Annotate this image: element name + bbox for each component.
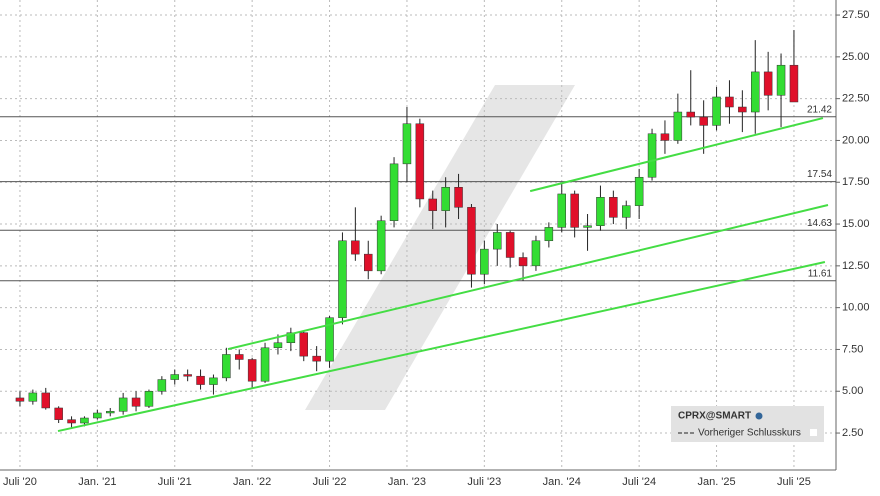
candle-body [763, 71, 773, 96]
candle-body [28, 392, 38, 402]
candle-body [428, 198, 437, 211]
trendline [529, 117, 824, 193]
candle-body [454, 187, 463, 208]
candle-body [196, 375, 205, 385]
candle-body [15, 397, 25, 402]
legend-symbol: CPRX@SMART [678, 411, 751, 422]
candle-body [712, 96, 721, 126]
x-tick-label: Jan. '22 [233, 476, 271, 488]
candle-body [260, 347, 270, 382]
x-tick-label: Juli '20 [3, 476, 37, 488]
legend-icon [755, 412, 763, 420]
candle-body [596, 197, 605, 226]
candle-body [480, 248, 489, 275]
candle-body [751, 71, 760, 113]
candle-body [699, 116, 708, 126]
candle-body [389, 163, 399, 221]
candle-body [402, 123, 412, 165]
candle-body [364, 253, 373, 272]
candle-body [131, 397, 141, 407]
y-tick-label: 17.50 [842, 176, 870, 188]
candle-body [505, 232, 515, 258]
candle-body [247, 359, 257, 382]
level-label: 17.54 [807, 169, 832, 180]
candle-body [570, 193, 579, 228]
x-tick-label: Juli '22 [313, 476, 347, 488]
candle-body [673, 111, 683, 141]
candle-body [725, 96, 734, 108]
x-tick-label: Jan. '25 [697, 476, 735, 488]
y-tick-label: 27.50 [842, 9, 870, 21]
candle-body [157, 379, 167, 392]
y-tick-label: 10.00 [842, 302, 870, 314]
candle-body [583, 225, 592, 228]
y-tick-label: 22.50 [842, 93, 870, 105]
candle-body [209, 377, 218, 385]
candle-body [144, 390, 154, 407]
level-label: 11.61 [808, 268, 833, 279]
candle-body [80, 417, 89, 424]
level-label: 14.63 [807, 218, 832, 229]
y-tick-label: 15.00 [842, 218, 870, 230]
x-tick-label: Juli '23 [467, 476, 501, 488]
candle-body [531, 240, 541, 267]
candle-body [67, 419, 76, 424]
candle-body [106, 411, 115, 414]
y-tick-label: 7.50 [842, 343, 863, 355]
candle-body [338, 240, 347, 318]
level-label: 21.42 [807, 104, 832, 115]
candle-body [622, 205, 631, 218]
candle-body [41, 392, 50, 409]
candle-body [183, 374, 192, 377]
x-tick-label: Juli '21 [158, 476, 192, 488]
candle-body [441, 187, 450, 211]
candle-body [312, 355, 321, 362]
candle-body [493, 232, 502, 250]
y-tick-label: 12.50 [842, 260, 870, 272]
candle-body [222, 354, 231, 379]
candle-body [235, 354, 244, 360]
candle-body [376, 220, 386, 272]
x-tick-label: Juli '24 [622, 476, 656, 488]
legend-marker [810, 429, 817, 436]
candle-body [789, 64, 799, 103]
candle-body [286, 332, 296, 344]
candle-body [351, 240, 360, 255]
x-tick-label: Jan. '23 [388, 476, 426, 488]
y-tick-label: 2.50 [842, 427, 863, 439]
y-tick-label: 20.00 [842, 134, 870, 146]
candle-body [609, 197, 618, 218]
candle-body [660, 133, 670, 141]
candle-body [738, 106, 747, 113]
legend-item: Vorheriger Schlusskurs [698, 428, 801, 439]
candle-body [415, 123, 425, 200]
x-tick-label: Jan. '24 [543, 476, 581, 488]
trendline [227, 204, 829, 351]
candle-body [170, 374, 179, 380]
x-tick-label: Jan. '21 [78, 476, 116, 488]
legend: CPRX@SMART Vorheriger Schlusskurs [671, 406, 824, 442]
watermark [305, 85, 575, 410]
candle-body [686, 111, 695, 118]
y-tick-label: 5.00 [842, 385, 863, 397]
candle-body [544, 227, 554, 242]
candle-body [273, 342, 283, 349]
trendline [57, 261, 826, 433]
candle-body [299, 332, 308, 357]
candle-body [118, 397, 128, 412]
candle-body [467, 207, 476, 275]
candle-body [557, 193, 566, 228]
candle-body [93, 412, 102, 419]
candle-body [634, 176, 644, 206]
candle-body [325, 317, 334, 362]
x-tick-label: Juli '25 [777, 476, 811, 488]
y-tick-label: 25.00 [842, 51, 870, 63]
candle-body [647, 133, 657, 178]
candle-body [54, 407, 63, 420]
candle-body [776, 64, 786, 96]
legend-box [671, 406, 824, 442]
candle-body [518, 257, 528, 267]
